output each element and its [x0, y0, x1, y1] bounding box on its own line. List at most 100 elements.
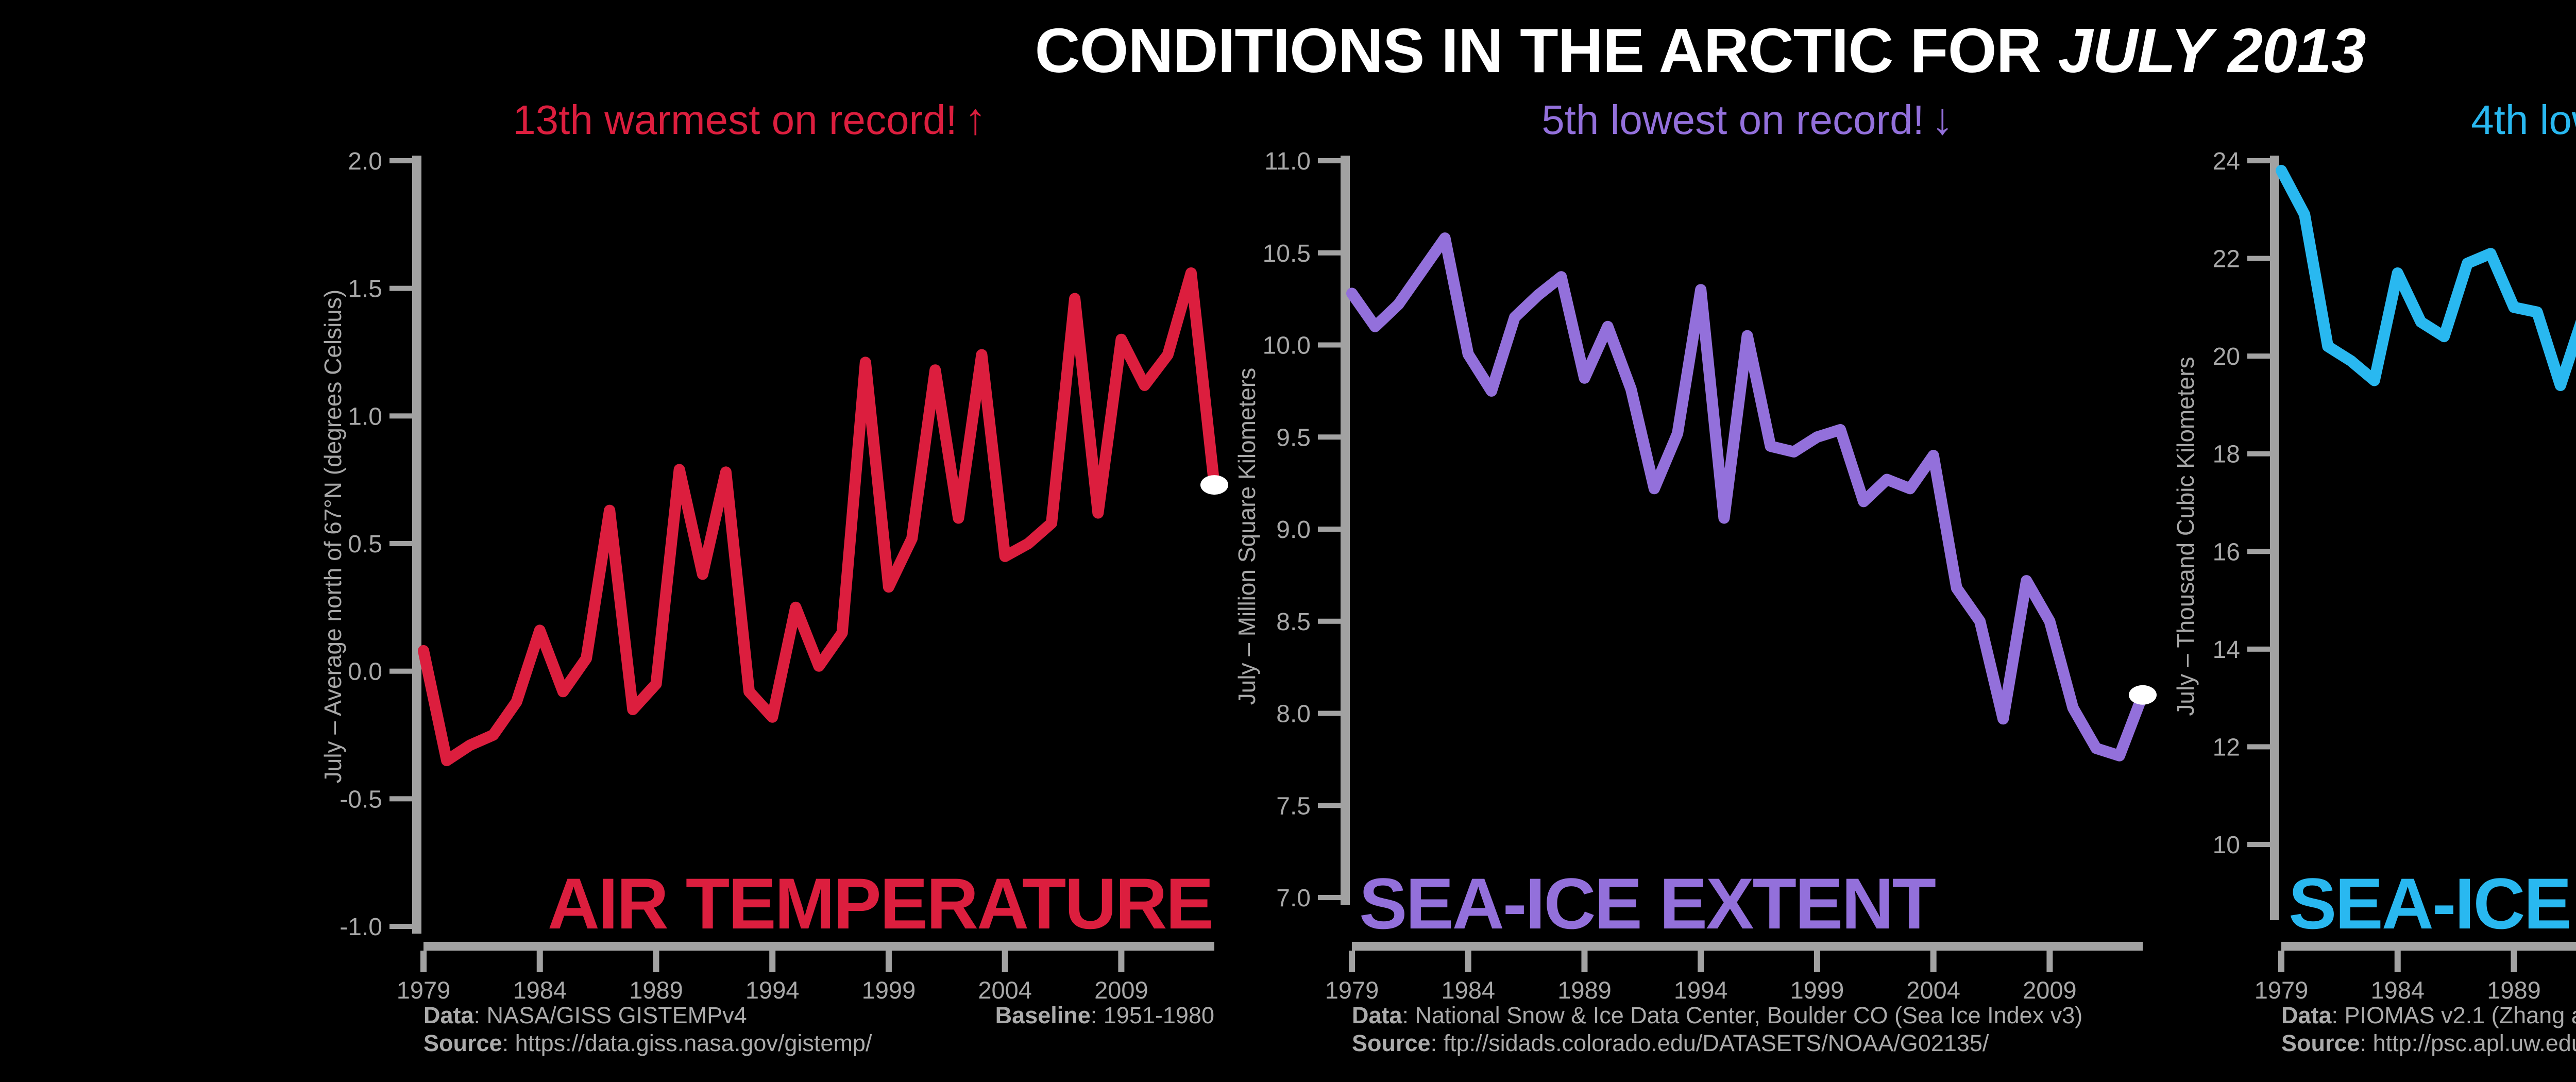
- source-value: : ftp://sidads.colorado.edu/DATASETS/NOA…: [1430, 1030, 1989, 1056]
- y-tick: [2247, 842, 2270, 847]
- y-axis-spine: [1341, 156, 1350, 905]
- x-tick-label: 2004: [1906, 976, 1960, 1004]
- x-tick: [2394, 951, 2401, 972]
- x-tick: [1349, 951, 1355, 972]
- data-value: : National Snow & Ice Data Center, Bould…: [1402, 1002, 2083, 1028]
- source-label: Source: [423, 1030, 502, 1056]
- source-label: Source: [1352, 1030, 1431, 1056]
- x-tick-label: 1989: [2487, 976, 2541, 1004]
- y-axis-spine: [412, 156, 421, 934]
- x-tick-label: 1979: [397, 976, 451, 1004]
- y-tick: [1318, 434, 1341, 440]
- y-tick-label: 8.5: [1276, 608, 1311, 636]
- y-axis-label-sea-ice-extent: July – Million Square Kilometers: [1233, 367, 1260, 705]
- source-value: : https://data.giss.nasa.gov/gistemp/: [502, 1030, 872, 1056]
- y-tick-label: -0.5: [340, 786, 382, 813]
- x-tick: [653, 951, 659, 972]
- y-tick: [389, 541, 412, 546]
- y-tick: [1318, 618, 1341, 624]
- chart-title-sea-ice-extent: SEA-ICE EXTENT: [1359, 863, 1936, 944]
- y-tick: [389, 924, 412, 929]
- annotation-sea-ice-volume: 4th lowest on record!↓: [2265, 94, 2576, 150]
- x-tick-label: 1999: [862, 976, 916, 1004]
- y-axis-spine: [2270, 156, 2279, 920]
- x-tick: [2278, 951, 2284, 972]
- x-tick-label: 1989: [629, 976, 683, 1004]
- chart-title-air-temperature: AIR TEMPERATURE: [548, 863, 1212, 944]
- y-tick: [1318, 250, 1341, 256]
- x-tick: [1465, 951, 1471, 972]
- source-credit-sea-ice-extent: Source: ftp://sidads.colorado.edu/DATASE…: [1352, 1030, 1989, 1057]
- y-tick: [1318, 158, 1341, 163]
- last-point-marker: [1200, 475, 1228, 495]
- y-tick-label: -1.0: [340, 914, 382, 941]
- annotation-text: 4th lowest on record!: [2471, 97, 2576, 143]
- x-tick: [1698, 951, 1704, 972]
- x-tick-label: 1994: [745, 976, 800, 1004]
- x-tick-label: 1994: [1674, 976, 1728, 1004]
- data-value: : PIOMAS v2.1 (Zhang and Rothrock, 2003;…: [2331, 1002, 2576, 1028]
- y-tick-label: 1.0: [348, 403, 382, 430]
- x-axis-line: [2281, 942, 2576, 951]
- source-label: Source: [2281, 1030, 2360, 1056]
- y-tick: [389, 285, 412, 291]
- y-axis-label-sea-ice-volume: July – Thousand Cubic Kilometers: [2172, 357, 2199, 716]
- y-axis-label-air-temperature: July – Average north of 67°N (degrees Ce…: [319, 289, 346, 784]
- chart-title-sea-ice-volume: SEA-ICE VOLUME: [2289, 863, 2576, 944]
- y-tick-label: 8.0: [1276, 701, 1311, 728]
- y-tick-label: 20: [2213, 343, 2240, 370]
- annotation-text: 13th warmest on record!: [513, 97, 957, 143]
- y-tick-label: 1.5: [348, 276, 382, 303]
- y-tick: [2247, 256, 2270, 261]
- y-tick-label: 24: [2213, 148, 2240, 175]
- y-tick: [2247, 353, 2270, 359]
- y-tick: [389, 158, 412, 163]
- y-tick-label: 7.5: [1276, 792, 1311, 820]
- data-value: : NASA/GISS GISTEMPv4: [473, 1002, 747, 1028]
- x-tick-label: 2004: [978, 976, 1032, 1004]
- x-tick: [1930, 951, 1937, 972]
- y-tick-label: 11.0: [1264, 148, 1311, 175]
- y-tick: [389, 668, 412, 674]
- up-arrow-icon: ↑: [964, 94, 987, 144]
- baseline-label: Baseline: [995, 1002, 1091, 1028]
- y-tick-label: 12: [2213, 734, 2240, 761]
- y-tick-label: 22: [2213, 246, 2240, 273]
- y-tick-label: 9.5: [1276, 424, 1311, 451]
- y-tick-label: 10.5: [1263, 240, 1311, 267]
- x-tick-label: 1999: [1790, 976, 1844, 1004]
- y-tick-label: 16: [2213, 538, 2240, 566]
- y-tick: [2247, 451, 2270, 457]
- y-tick: [389, 413, 412, 419]
- data-credit-sea-ice-volume: Data: PIOMAS v2.1 (Zhang and Rothrock, 2…: [2281, 1002, 2576, 1029]
- data-label: Data: [423, 1002, 474, 1028]
- x-tick-label: 1984: [513, 976, 567, 1004]
- y-tick-label: 0.5: [348, 531, 382, 558]
- x-axis-line: [423, 942, 1214, 951]
- down-arrow-icon: ↓: [1931, 94, 1954, 144]
- x-tick-label: 2009: [1094, 976, 1148, 1004]
- x-tick: [1814, 951, 1820, 972]
- data-line: [2276, 165, 2576, 391]
- x-tick: [536, 951, 543, 972]
- x-tick: [769, 951, 776, 972]
- x-tick-label: 1979: [2255, 976, 2309, 1004]
- page-title-emphasis: JULY 2013: [2058, 15, 2366, 86]
- x-tick: [1118, 951, 1125, 972]
- page-title-main: CONDITIONS IN THE ARCTIC FOR: [1035, 15, 2058, 86]
- y-tick-label: 9.0: [1276, 516, 1311, 544]
- x-tick: [2046, 951, 2053, 972]
- y-tick: [1318, 711, 1341, 716]
- y-tick-label: 0.0: [348, 658, 382, 686]
- page-title: CONDITIONS IN THE ARCTIC FOR JULY 2013: [0, 14, 2576, 87]
- y-tick-label: 14: [2213, 636, 2240, 664]
- y-tick-label: 7.0: [1276, 885, 1311, 912]
- annotation-text: 5th lowest on record!: [1541, 97, 1924, 143]
- baseline-note: Baseline: 1951-1980: [699, 1002, 1214, 1029]
- data-credit-sea-ice-extent: Data: National Snow & Ice Data Center, B…: [1352, 1002, 2082, 1029]
- annotation-air-temperature: 13th warmest on record! ↑: [337, 94, 1162, 150]
- last-point-marker: [2129, 685, 2157, 705]
- source-credit-sea-ice-volume: Source: http://psc.apl.uw.edu/research/p…: [2281, 1030, 2576, 1057]
- y-tick: [2247, 646, 2270, 652]
